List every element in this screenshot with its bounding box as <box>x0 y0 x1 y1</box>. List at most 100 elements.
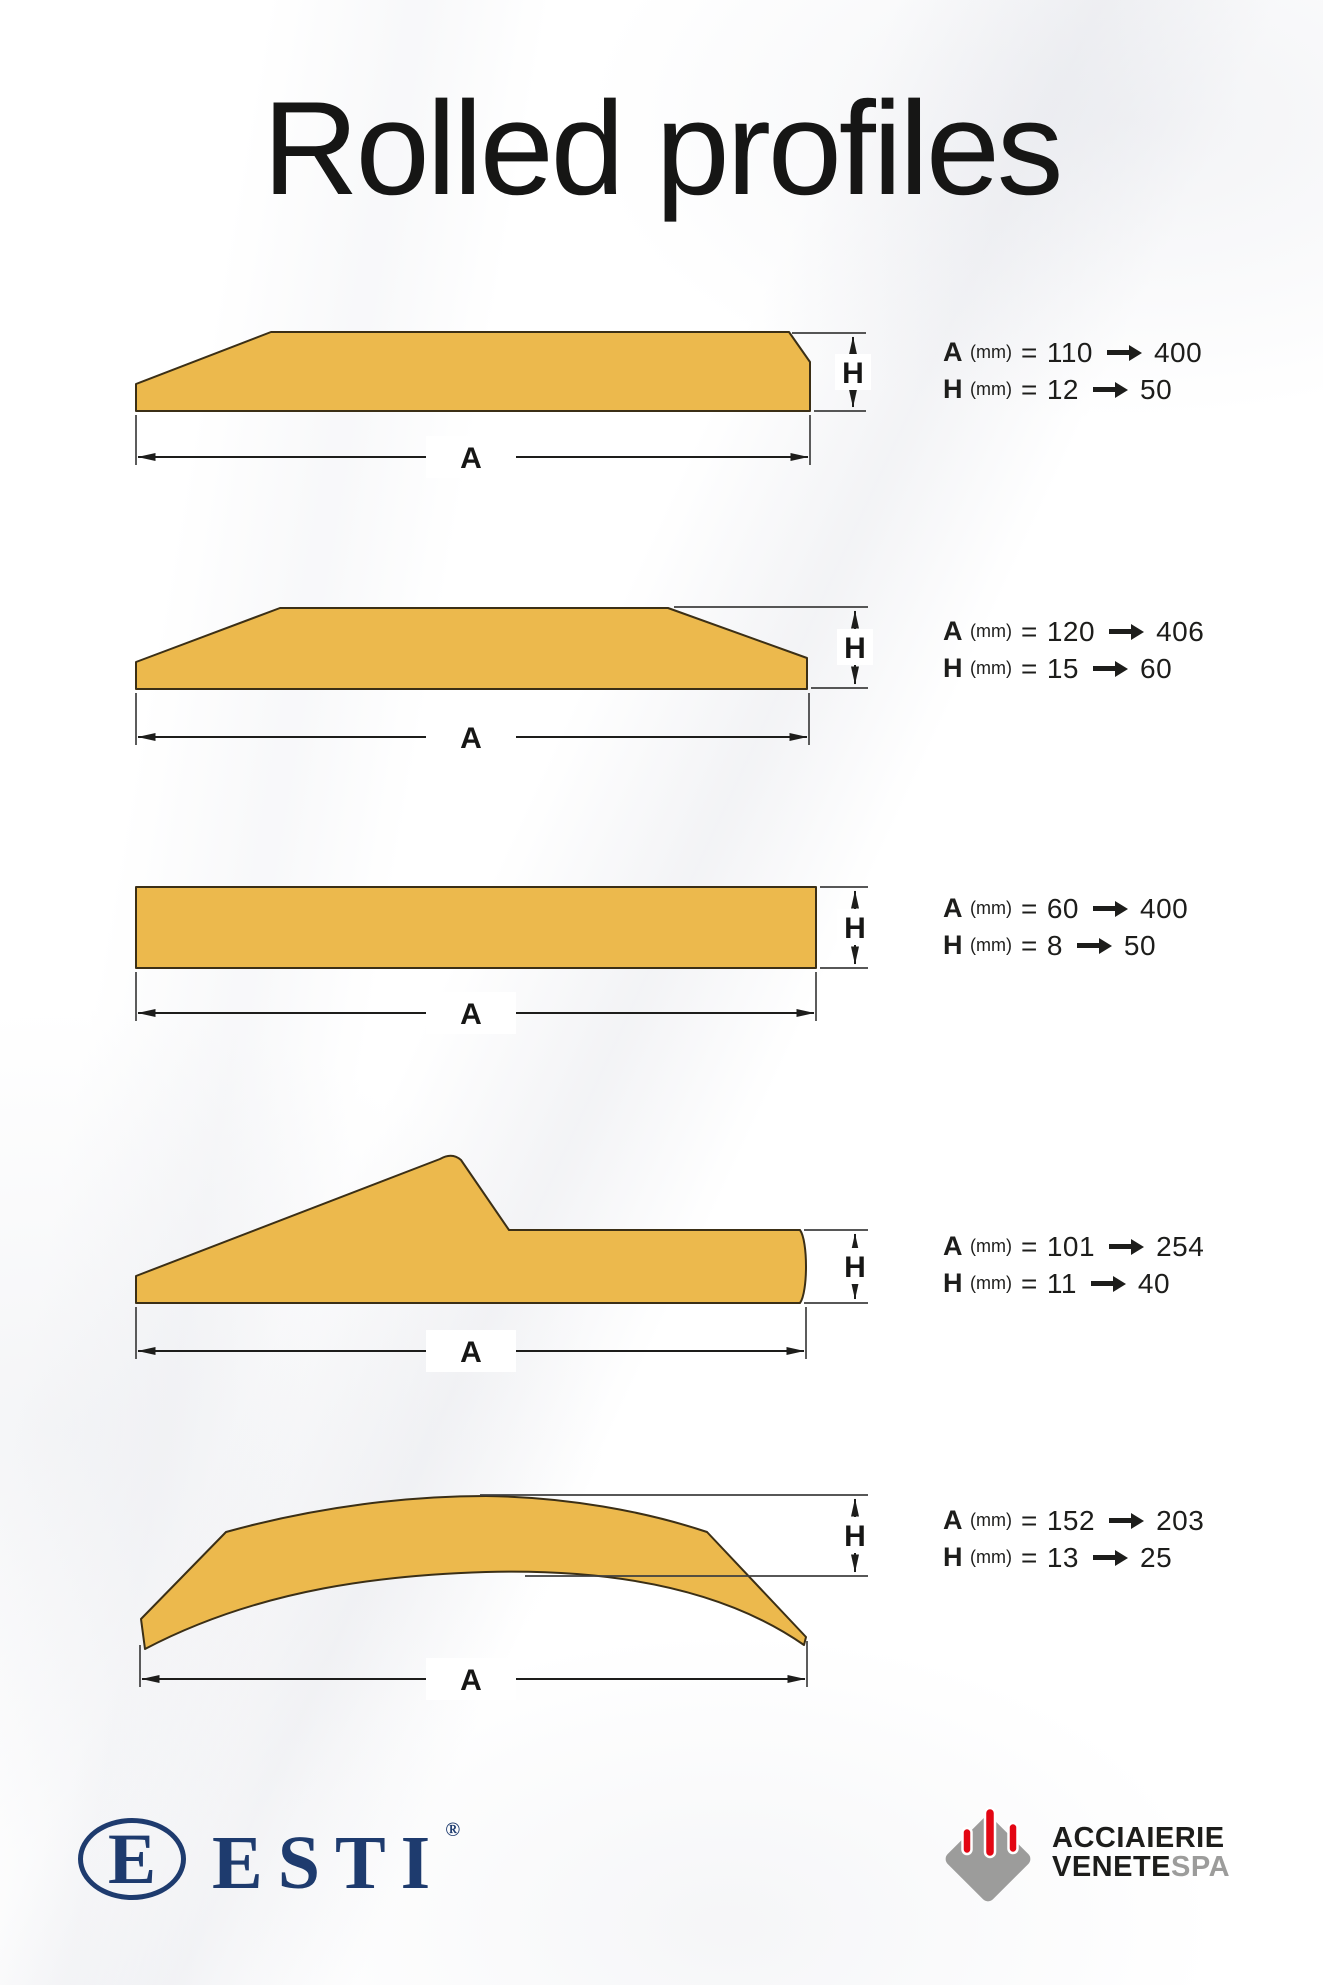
dimension-a-row: A (mm) = 110 400 <box>943 334 1202 371</box>
profile-shape-4 <box>135 1154 807 1304</box>
a-to-value: 400 <box>1140 892 1189 924</box>
red-bar-left <box>961 1826 973 1856</box>
range-arrow-icon <box>1093 1555 1115 1560</box>
dimension-h-row: H (mm) = 15 60 <box>943 650 1204 687</box>
dimension-h-row: H (mm) = 13 25 <box>943 1539 1204 1576</box>
dim-unit: (mm) <box>970 1547 1012 1567</box>
range-arrow-icon <box>1076 943 1099 948</box>
h-from-value: 13 <box>1046 1541 1079 1573</box>
profile-1-annotation: A (mm) = 110 400 H (mm) = 12 50 <box>943 334 1202 408</box>
dim-unit: (mm) <box>970 342 1012 362</box>
h-dim-label: H <box>844 632 866 665</box>
h-dim-label: H <box>844 1251 866 1284</box>
esti-initial: E <box>107 1819 157 1899</box>
dim-unit: (mm) <box>970 898 1012 918</box>
dimension-a-row: A (mm) = 120 406 <box>943 613 1204 650</box>
range-arrow-icon <box>1093 387 1115 392</box>
dim-unit: (mm) <box>970 935 1012 955</box>
profile-3-dimension-lines: H A <box>135 886 873 1034</box>
a-dim-label: A <box>460 1336 482 1369</box>
a-from-value: 60 <box>1046 892 1079 924</box>
a-from-value: 110 <box>1046 336 1093 368</box>
h-to-value: 25 <box>1140 1541 1173 1573</box>
esti-name-text: ESTI <box>212 1821 446 1905</box>
range-arrow-icon <box>1093 666 1115 671</box>
range-arrow-icon <box>1093 906 1115 911</box>
a-to-value: 406 <box>1156 615 1205 647</box>
range-arrow-icon <box>1109 629 1132 634</box>
profile-shape-5 <box>140 1495 807 1650</box>
a-to-value: 203 <box>1156 1504 1205 1536</box>
profile-4-annotation: A (mm) = 101 254 H (mm) = 11 40 <box>943 1228 1204 1302</box>
h-to-value: 50 <box>1123 929 1157 961</box>
equals-sign: = <box>1020 1267 1038 1299</box>
a-dim-label: A <box>460 442 482 475</box>
profile-5-annotation: A (mm) = 152 203 H (mm) = 13 25 <box>943 1502 1204 1576</box>
a-dim-label: A <box>460 722 482 755</box>
profile-shape-1 <box>135 331 811 412</box>
dimension-h-row: H (mm) = 12 50 <box>943 371 1202 408</box>
dim-a-label: A <box>943 1231 963 1261</box>
dim-unit: (mm) <box>970 621 1012 641</box>
a-from-value: 101 <box>1046 1230 1096 1262</box>
h-dim-label: H <box>844 912 866 945</box>
profile-2-annotation: A (mm) = 120 406 H (mm) = 15 60 <box>943 613 1204 687</box>
dim-unit: (mm) <box>970 1273 1012 1293</box>
dim-h-label: H <box>943 930 963 960</box>
range-arrow-icon <box>1109 1244 1132 1249</box>
h-dim-label: H <box>842 357 864 390</box>
range-arrow-icon <box>1090 1281 1113 1286</box>
a-from-value: 120 <box>1046 615 1096 647</box>
dim-a-label: A <box>943 893 963 923</box>
equals-sign: = <box>1020 929 1038 961</box>
brand-line-2: VENETESPA <box>1052 1853 1230 1882</box>
dim-a-label: A <box>943 616 963 646</box>
acciaierie-venete-logo-mark <box>945 1806 1031 1902</box>
registered-trademark-icon: ® <box>445 1819 461 1841</box>
h-to-value: 40 <box>1137 1267 1171 1299</box>
esti-logo-wordmark: ESTI® <box>212 1820 460 1901</box>
dimension-a-row: A (mm) = 60 400 <box>943 890 1188 927</box>
a-from-value: 152 <box>1046 1504 1096 1536</box>
equals-sign: = <box>1020 1504 1038 1536</box>
dim-h-label: H <box>943 1268 963 1298</box>
profile-2-dimension-lines: H A <box>135 606 873 758</box>
acciaierie-venete-logo-text: ACCIAIERIE VENETESPA <box>1052 1824 1230 1882</box>
red-bar-right <box>1007 1821 1019 1855</box>
profile-shape-3 <box>135 886 817 969</box>
h-to-value: 60 <box>1140 652 1173 684</box>
profile-5-dimension-lines: H A <box>139 1494 873 1700</box>
dimension-a-row: A (mm) = 152 203 <box>943 1502 1204 1539</box>
page-title: Rolled profiles <box>262 75 1064 223</box>
dimension-a-row: A (mm) = 101 254 <box>943 1228 1204 1265</box>
dim-h-label: H <box>943 1542 963 1572</box>
a-dim-label: A <box>460 998 482 1031</box>
range-arrow-icon <box>1109 1518 1132 1523</box>
a-dim-label: A <box>460 1664 482 1697</box>
red-bar-middle <box>983 1806 997 1859</box>
dim-unit: (mm) <box>970 1510 1012 1530</box>
h-from-value: 11 <box>1046 1267 1077 1299</box>
dim-unit: (mm) <box>970 379 1012 399</box>
brand-line-1: ACCIAIERIE <box>1052 1822 1225 1854</box>
range-arrow-icon <box>1106 350 1129 355</box>
h-from-value: 12 <box>1046 373 1079 405</box>
profile-4-dimension-lines: H A <box>135 1229 873 1372</box>
equals-sign: = <box>1020 652 1038 684</box>
equals-sign: = <box>1020 373 1038 405</box>
h-from-value: 8 <box>1046 929 1063 961</box>
esti-logo-emblem: E <box>78 1818 186 1900</box>
h-dim-label: H <box>844 1520 866 1553</box>
dim-h-label: H <box>943 653 963 683</box>
a-to-value: 400 <box>1153 336 1203 368</box>
equals-sign: = <box>1020 892 1038 924</box>
equals-sign: = <box>1020 1230 1038 1262</box>
h-to-value: 50 <box>1140 373 1173 405</box>
dimension-h-row: H (mm) = 8 50 <box>943 927 1188 964</box>
equals-sign: = <box>1020 336 1038 368</box>
dim-h-label: H <box>943 374 963 404</box>
h-from-value: 15 <box>1046 652 1079 684</box>
a-to-value: 254 <box>1156 1230 1205 1262</box>
